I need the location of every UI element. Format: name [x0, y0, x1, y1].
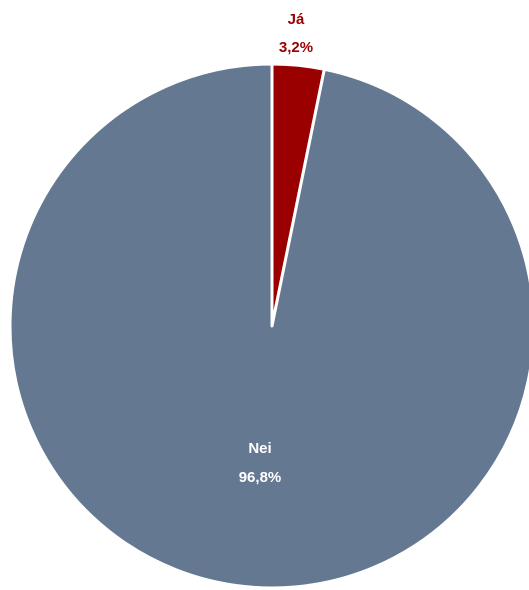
pie-slices — [8, 62, 529, 590]
slice-label-ja-value: 3,2% — [279, 39, 313, 56]
slice-label-ja-name: Já — [288, 11, 305, 28]
slice-label-nei-value: 96,8% — [239, 469, 282, 486]
pie-slice-nei — [8, 62, 529, 590]
pie-labels: Já 3,2% Nei 96,8% — [239, 11, 313, 486]
slice-label-nei-name: Nei — [248, 440, 271, 457]
